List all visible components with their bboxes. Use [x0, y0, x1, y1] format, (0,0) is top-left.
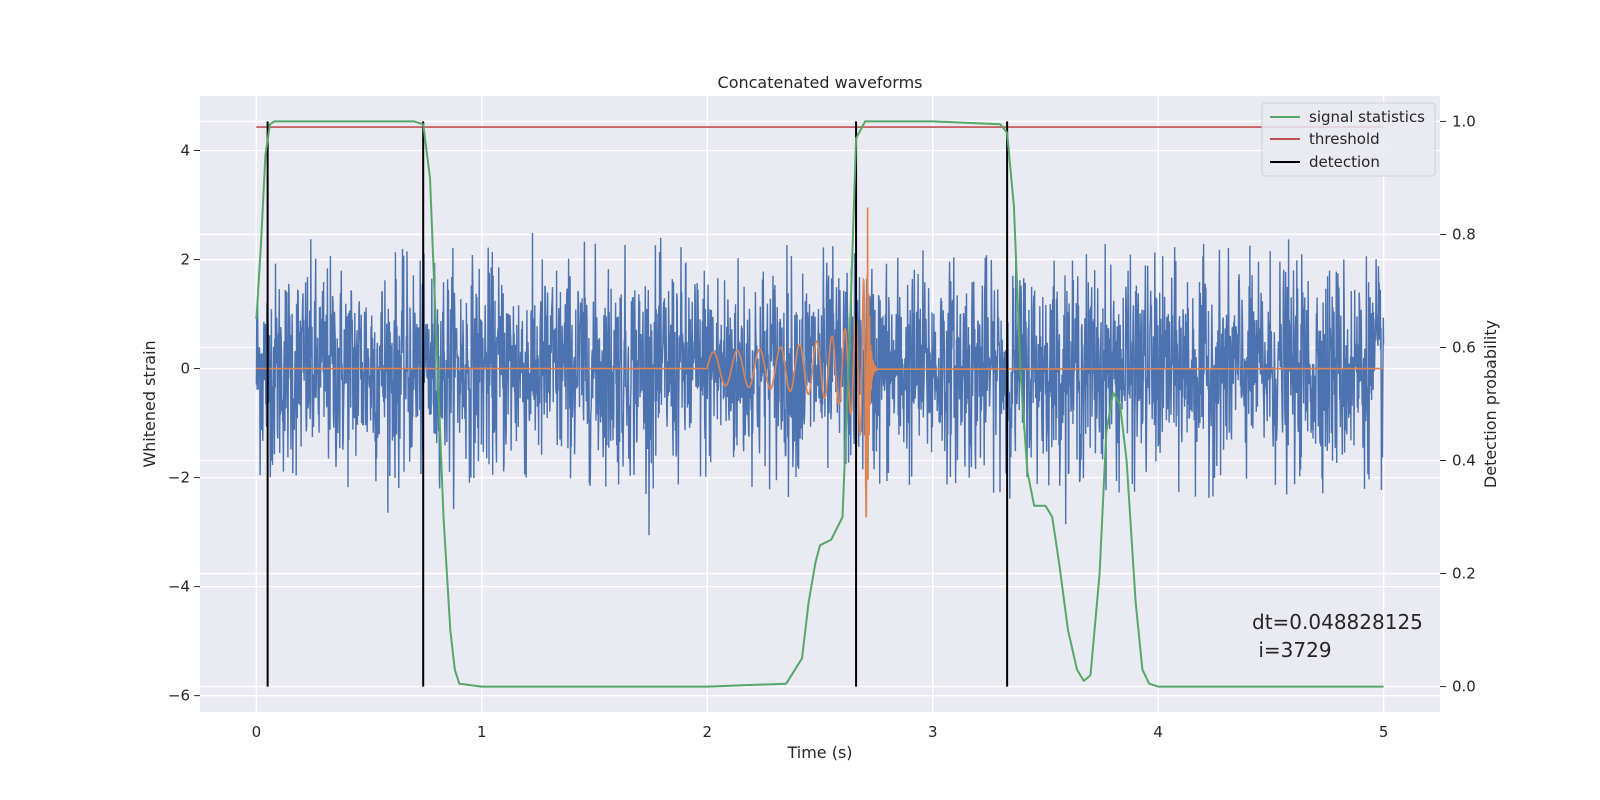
legend-label-signal-statistics: signal statistics	[1309, 108, 1425, 126]
legend-label-detection: detection	[1309, 153, 1380, 171]
x-tick-label: 2	[702, 723, 712, 741]
y-tick-label: 2	[180, 251, 190, 269]
legend-label-threshold: threshold	[1309, 130, 1380, 148]
plot-area	[255, 120, 1385, 688]
x-axis-ticks: 0 1 2 3 4 5	[252, 723, 1389, 741]
annotation-line1: dt=0.048828125	[1252, 610, 1423, 634]
y-axis-ticks: −6 −4 −2 0 2 4	[168, 142, 200, 705]
legend-box	[1261, 102, 1436, 177]
y-tick-label: −4	[168, 578, 190, 596]
y-tick-label: −6	[168, 687, 190, 705]
y2-tick-label: 0.6	[1452, 338, 1476, 356]
y2-tick-label: 1.0	[1452, 112, 1476, 130]
x-tick-label: 1	[477, 723, 487, 741]
series-signal-statistics	[255, 120, 1384, 688]
y2-tick-label: 0.4	[1452, 452, 1476, 470]
y-axis-label: Whitened strain	[140, 340, 159, 467]
y2-axis-ticks: 0.0 0.2 0.4 0.6 0.8 1.0	[1440, 112, 1476, 696]
annotation-line2: i=3729	[1252, 638, 1332, 662]
y2-tick-label: 0.0	[1452, 678, 1476, 696]
x-axis-label: Time (s)	[786, 743, 852, 762]
x-tick-label: 4	[1153, 723, 1163, 741]
x-tick-label: 5	[1379, 723, 1389, 741]
legend: signal statistics threshold detection	[1261, 102, 1436, 177]
series-template	[256, 207, 1384, 518]
y2-axis-label: Detection probability	[1481, 320, 1500, 488]
y-tick-label: 0	[180, 360, 190, 378]
y-tick-label: 4	[180, 142, 190, 160]
chart-title: Concatenated waveforms	[718, 73, 923, 92]
x-tick-label: 0	[252, 723, 262, 741]
y-tick-label: −2	[168, 469, 190, 487]
annotation: dt=0.048828125 i=3729	[1252, 610, 1423, 662]
series-whitened-strain	[255, 232, 1385, 536]
y2-tick-label: 0.2	[1452, 565, 1476, 583]
y2-tick-label: 0.8	[1452, 225, 1476, 243]
x-tick-label: 3	[928, 723, 938, 741]
plot-background	[200, 96, 1440, 712]
